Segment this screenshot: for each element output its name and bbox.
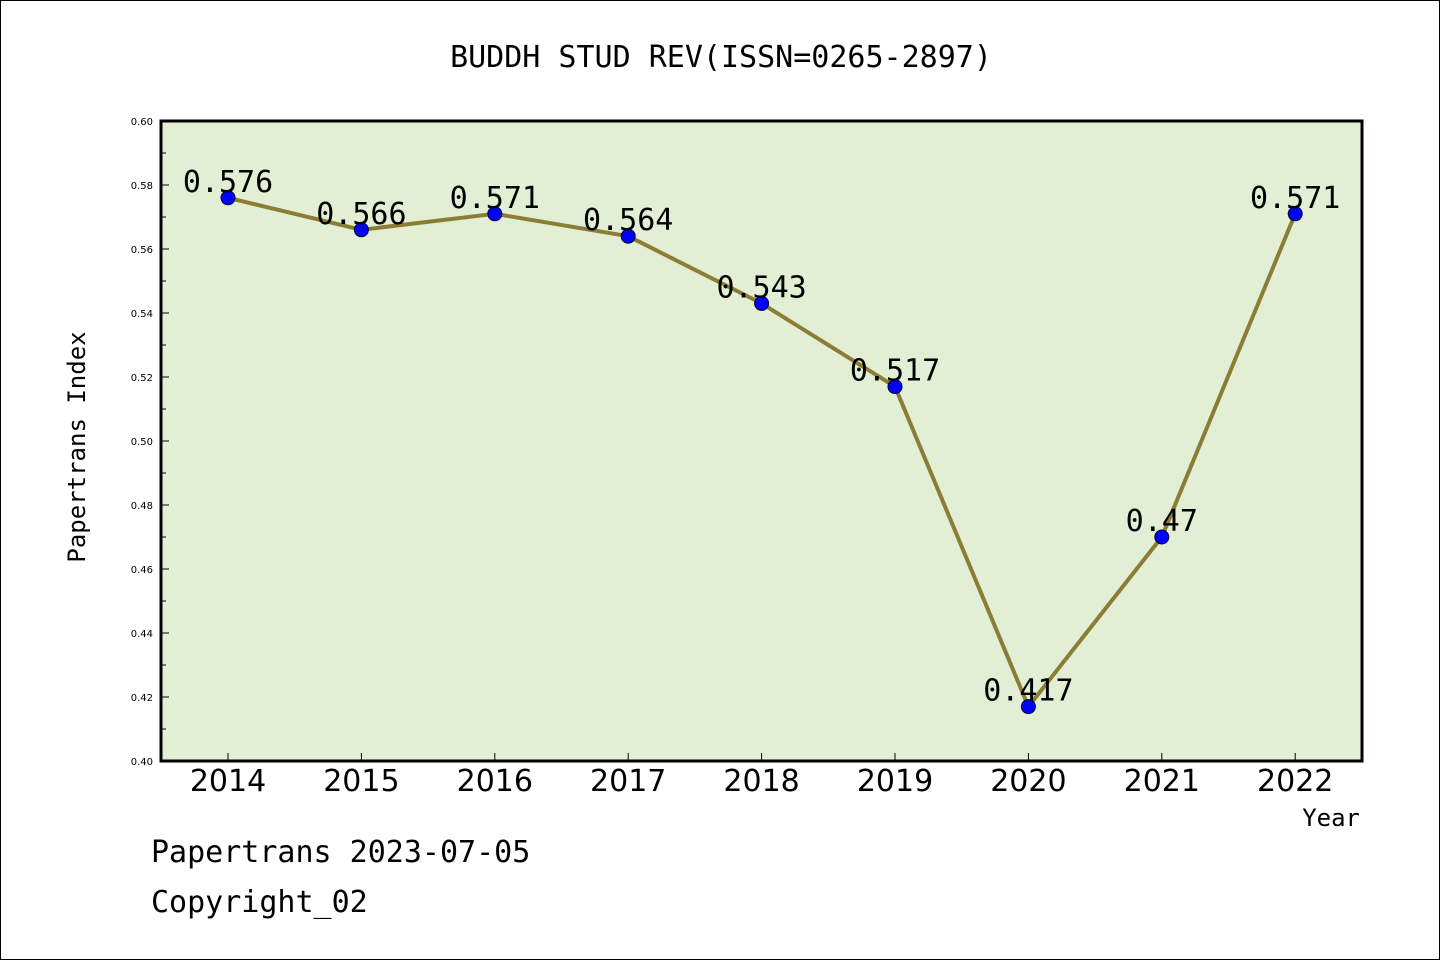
x-tick-label: 2022 xyxy=(1257,764,1333,799)
x-tick-label: 2015 xyxy=(323,764,399,799)
y-tick-label: 0.60 xyxy=(131,117,153,128)
y-tick-label: 0.50 xyxy=(131,437,153,448)
data-label: 0.543 xyxy=(716,270,806,305)
x-tick-label: 2019 xyxy=(857,764,933,799)
footer-date: Papertrans 2023-07-05 xyxy=(151,835,531,870)
y-tick-label: 0.46 xyxy=(131,565,153,576)
x-axis-label: Year xyxy=(1302,804,1360,832)
y-tick-label: 0.48 xyxy=(131,501,153,512)
y-tick-label: 0.58 xyxy=(131,181,153,192)
data-point xyxy=(1287,206,1303,222)
y-axis: 0.40 0.42 0.44 0.46 0.48 0.50 0.52 0.54 0.56 0.58… xyxy=(131,117,169,768)
y-tick-label: 0.56 xyxy=(131,245,153,256)
x-tick-label: 2018 xyxy=(723,764,799,799)
data-labels-group: 0.576 0.566 0.571 0.564 0.543 0.517 0.417 0.47 0… xyxy=(183,165,1341,709)
data-point xyxy=(1154,529,1170,545)
data-point xyxy=(487,206,503,222)
x-tick-label: 2014 xyxy=(190,764,266,799)
data-label: 0.576 xyxy=(183,165,273,200)
data-point xyxy=(220,190,236,206)
y-axis-label: Papertrans Index xyxy=(63,331,91,562)
data-label: 0.417 xyxy=(983,674,1073,709)
series-line-group xyxy=(220,190,1303,715)
y-tick-label: 0.44 xyxy=(131,629,153,640)
data-label: 0.564 xyxy=(583,203,673,238)
x-tick-label: 2020 xyxy=(990,764,1066,799)
data-label: 0.517 xyxy=(850,354,940,389)
chart-title: BUDDH STUD REV(ISSN=0265-2897) xyxy=(450,40,992,75)
x-tick-label: 2021 xyxy=(1124,764,1200,799)
data-point xyxy=(754,295,770,311)
data-label: 0.47 xyxy=(1126,504,1198,539)
data-label: 0.566 xyxy=(316,197,406,232)
footer-copyright: Copyright_02 xyxy=(151,885,368,920)
y-tick-label: 0.52 xyxy=(131,373,153,384)
y-tick-label: 0.40 xyxy=(131,757,153,768)
y-tick-label: 0.42 xyxy=(131,693,153,704)
data-point xyxy=(1020,699,1036,715)
x-tick-label: 2016 xyxy=(457,764,533,799)
data-point xyxy=(887,379,903,395)
data-point xyxy=(353,222,369,238)
data-point xyxy=(620,228,636,244)
y-tick-label: 0.54 xyxy=(131,309,153,320)
x-tick-label: 2017 xyxy=(590,764,666,799)
x-axis: 2014 2015 2016 2017 2018 2019 2020 2021 2022 xyxy=(190,753,1333,799)
data-label: 0.571 xyxy=(1250,181,1340,216)
data-label: 0.571 xyxy=(450,181,540,216)
